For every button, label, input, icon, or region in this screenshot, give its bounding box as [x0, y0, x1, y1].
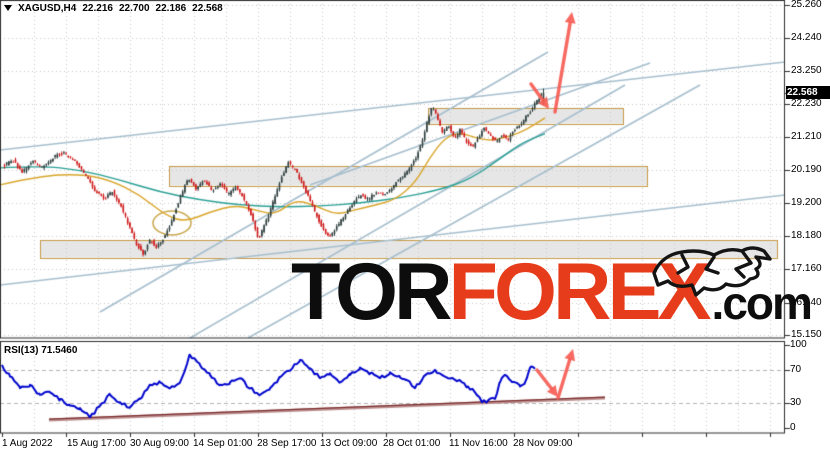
date-axis-label: 28 Sep 17:00: [257, 438, 317, 449]
price-axis-label: 25.260: [791, 0, 822, 10]
rsi-axis-label: 100: [790, 339, 807, 350]
rsi-axis-label: 0: [790, 422, 796, 433]
price-axis-label: 23.250: [791, 64, 822, 76]
rsi-axis-label: 70: [790, 363, 802, 375]
chevron-down-icon[interactable]: [4, 5, 12, 12]
date-axis-label: 28 Nov 09:00: [513, 438, 573, 449]
price-axis-label: 22.230: [791, 97, 822, 109]
rsi-axis-label: 30: [790, 397, 802, 409]
price-axis-label: 19.200: [791, 196, 822, 208]
high-value: 22.700: [118, 3, 150, 14]
date-axis-label: 15 Aug 17:00: [67, 438, 126, 449]
date-axis-label: 28 Oct 01:00: [383, 438, 441, 449]
rsi-indicator-label: RSI(13) 71.5460: [4, 345, 78, 356]
open-value: 22.216: [82, 3, 113, 14]
date-axis-label: 14 Sep 01:00: [193, 438, 253, 449]
date-axis-label: 30 Aug 09:00: [130, 438, 189, 449]
date-axis-label: 1 Aug 2022: [2, 438, 53, 449]
current-price-tag: 22.568: [786, 85, 830, 99]
symbol-timeframe-label: XAGUSD,H4: [18, 3, 77, 14]
price-axis-label: 17.160: [791, 263, 822, 275]
close-value: 22.568: [192, 3, 223, 14]
ohlc-header: XAGUSD,H4 22.216 22.700 22.186 22.568: [4, 3, 229, 14]
low-value: 22.186: [155, 3, 187, 14]
price-axis-label: 24.240: [791, 32, 822, 44]
date-axis-label: 13 Oct 09:00: [320, 438, 378, 449]
price-axis-label: 16.140: [791, 296, 822, 308]
price-axis-label: 21.210: [791, 131, 822, 143]
price-axis-label: 18.180: [791, 230, 822, 242]
date-axis-label: 11 Nov 16:00: [449, 438, 508, 449]
price-axis-label: 20.190: [791, 164, 822, 176]
price-axis-label: 15.150: [791, 329, 822, 340]
